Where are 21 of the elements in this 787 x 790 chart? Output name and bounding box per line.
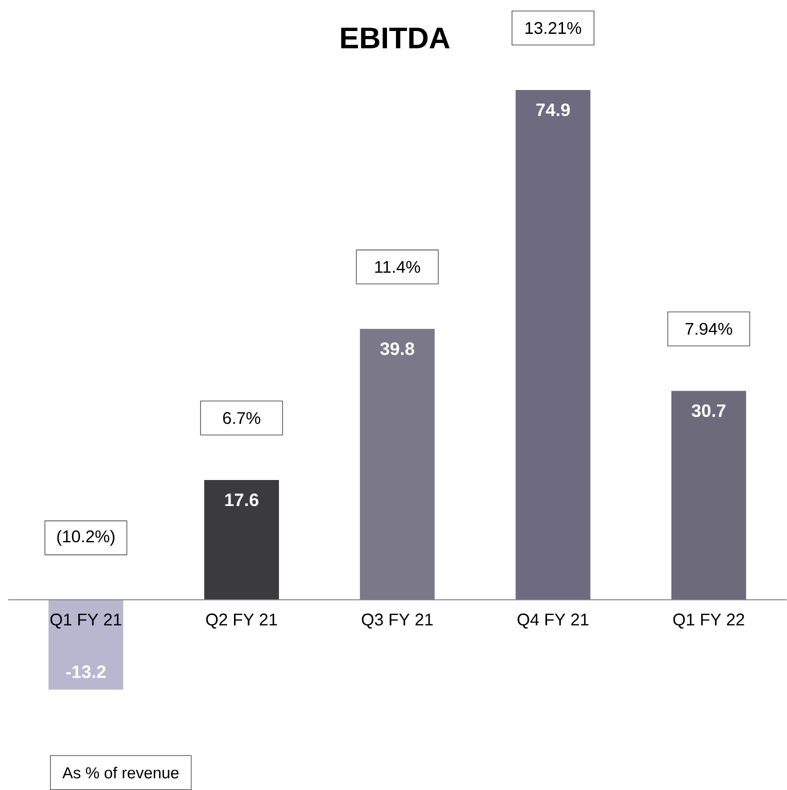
x-tick-label: Q1 FY 21 [50, 614, 122, 629]
data-label: 39.8 [380, 342, 414, 356]
text: As % of revenue [62, 766, 179, 778]
data-label: 30.7 [692, 404, 726, 418]
bar [516, 90, 590, 600]
text: 13.21% [526, 22, 582, 34]
x-tick-label: Q1 FY 22 [673, 614, 744, 629]
chart-title: EBITDA [341, 28, 450, 48]
data-label: 17.6 [225, 493, 258, 506]
annotation: (10.2%) [57, 530, 114, 546]
annotation: 6.7% [223, 412, 260, 424]
x-tick-label: Q2 FY 21 [206, 614, 277, 629]
bar [671, 390, 746, 600]
data-label: 74.9 [536, 103, 570, 116]
annotation: 7.94% [686, 322, 732, 335]
x-tick-label: Q4 FY 21 [518, 614, 588, 629]
data-label: -13.2 [66, 665, 106, 678]
annotation: 11.4% [375, 260, 420, 273]
bar [204, 480, 279, 600]
x-tick-label: Q3 FY 21 [362, 614, 433, 629]
bar [48, 600, 124, 690]
